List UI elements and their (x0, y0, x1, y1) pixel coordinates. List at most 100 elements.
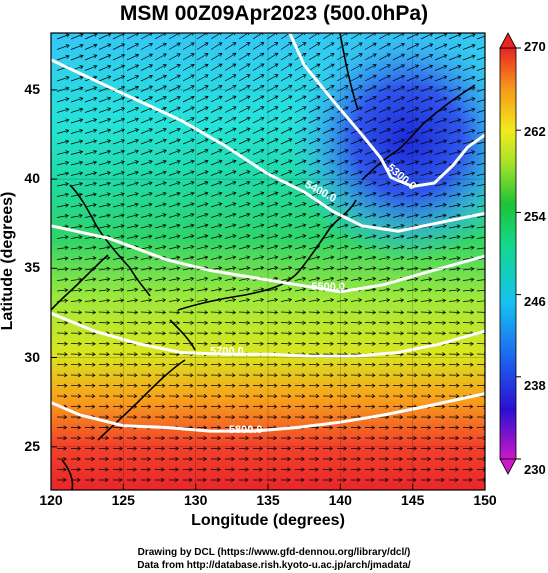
wind-vector (196, 63, 209, 71)
wind-vector (168, 266, 181, 271)
wind-vector (126, 117, 140, 124)
wind-vector (280, 127, 293, 134)
wind-vector (140, 373, 152, 378)
wind-vector (168, 223, 181, 229)
wind-vector (224, 373, 236, 378)
wind-vector (169, 456, 179, 462)
wind-vector (420, 43, 434, 50)
wind-vector (57, 467, 67, 472)
wind-vector (476, 78, 485, 82)
wind-vector (378, 425, 390, 430)
wind-vector (406, 117, 420, 124)
wind-vector (266, 33, 278, 40)
wind-vector (420, 85, 434, 92)
wind-vector (210, 223, 223, 229)
wind-vector (406, 85, 420, 92)
wind-vector (364, 287, 377, 292)
wind-vector (126, 160, 139, 166)
wind-vector (378, 74, 391, 82)
wind-vector (183, 446, 194, 451)
wind-vector (322, 191, 335, 197)
wind-vector (336, 310, 349, 315)
wind-vector (56, 245, 69, 250)
wind-vector (350, 213, 363, 218)
wind-vector (112, 352, 124, 357)
wind-vector (197, 467, 207, 472)
wind-vector (337, 467, 347, 472)
wind-vector (224, 297, 237, 303)
wind-vector (112, 362, 124, 367)
wind-vector (168, 373, 180, 378)
wind-vector (252, 320, 265, 325)
wind-vector (98, 415, 110, 420)
wind-vector (126, 362, 138, 367)
wind-vector (211, 456, 221, 462)
wind-vector (280, 84, 293, 92)
wind-vector (70, 245, 83, 250)
wind-vector (196, 298, 209, 303)
wind-vector (434, 435, 446, 441)
wind-vector (154, 331, 167, 336)
wind-vector (126, 394, 138, 399)
wind-vector (56, 182, 70, 187)
wind-vector (210, 170, 223, 176)
wind-vector (476, 341, 485, 346)
wind-vector (350, 310, 363, 315)
wind-vector (196, 149, 209, 155)
wind-vector (322, 244, 335, 250)
wind-vector (350, 244, 363, 250)
wind-vector (70, 331, 83, 336)
wind-vector (351, 446, 362, 451)
wind-vector (322, 373, 334, 378)
wind-vector (140, 331, 153, 336)
wind-vector (364, 85, 377, 92)
wind-vector (364, 383, 376, 388)
wind-vector (112, 96, 126, 103)
wind-vector (336, 266, 349, 271)
wind-vector (393, 446, 404, 451)
wind-vector (182, 95, 195, 103)
colorbar-tick-label: 262 (524, 124, 546, 139)
wind-vector (266, 341, 278, 346)
wind-vector (420, 213, 433, 218)
wind-vector (252, 255, 265, 260)
wind-vector (421, 467, 431, 472)
wind-vector (210, 320, 223, 325)
wind-vector (154, 191, 167, 197)
wind-vector (420, 425, 432, 430)
wind-vector (182, 159, 195, 166)
wind-vector (182, 320, 195, 325)
wind-vector (364, 191, 377, 197)
wind-vector (392, 213, 405, 218)
wind-vector (126, 43, 140, 50)
height-contour (51, 224, 485, 294)
wind-vector (225, 467, 235, 472)
wind-vector (280, 42, 293, 50)
wind-vector (155, 446, 166, 451)
wind-vector (350, 127, 363, 134)
colorbar-body (499, 47, 517, 460)
wind-vector (266, 95, 279, 103)
wind-vector (224, 127, 237, 134)
x-tick-label: 135 (256, 492, 280, 508)
wind-vector (210, 202, 223, 208)
wind-vector (140, 394, 152, 399)
wind-vector (406, 255, 419, 261)
wind-vector (196, 95, 209, 103)
wind-vector (476, 35, 485, 40)
wind-vector (280, 373, 292, 378)
wind-vector (476, 266, 485, 271)
wind-vector (183, 456, 193, 462)
height-contour (51, 58, 485, 233)
wind-vector (238, 255, 251, 260)
wind-vector (56, 341, 68, 346)
wind-vector (280, 341, 292, 346)
wind-vector (224, 341, 236, 346)
wind-vector (70, 107, 84, 113)
wind-vector (392, 425, 404, 430)
wind-vector (406, 107, 420, 113)
wind-vector (406, 43, 420, 50)
wind-vector (392, 415, 404, 420)
wind-vector (476, 46, 485, 50)
wind-vector (434, 192, 447, 197)
